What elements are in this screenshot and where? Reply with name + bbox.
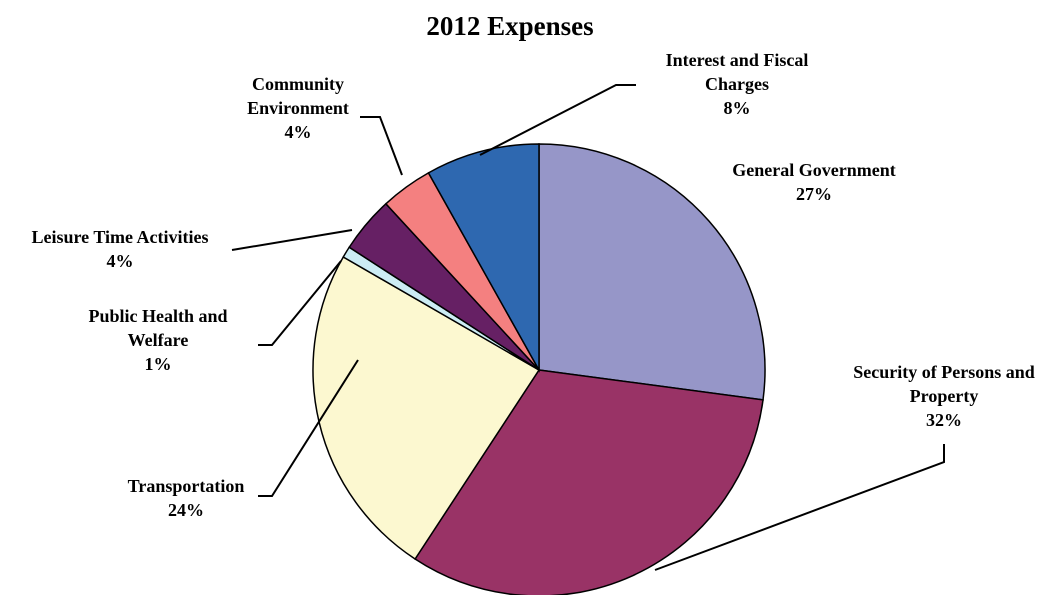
pie-slices bbox=[312, 143, 766, 595]
slice-label: Community Environment 4% bbox=[247, 74, 349, 142]
slice-name: Community bbox=[252, 74, 344, 94]
slice-name: General Government bbox=[732, 160, 895, 180]
slice-name: Leisure Time Activities bbox=[32, 227, 209, 247]
slice-percent: 32% bbox=[926, 410, 962, 430]
slice-name: Transportation bbox=[128, 476, 245, 496]
slice-label: Security of Persons and Property 32% bbox=[853, 362, 1035, 430]
slice-name: Public Health and bbox=[88, 306, 227, 326]
leader-line bbox=[258, 260, 342, 346]
slice-percent: 4% bbox=[107, 251, 134, 271]
leader-line bbox=[231, 229, 353, 251]
slice-label: General Government 27% bbox=[732, 160, 895, 204]
slice-name: Environment bbox=[247, 98, 349, 118]
leader-line bbox=[654, 444, 945, 571]
slice-percent: 4% bbox=[285, 122, 312, 142]
slice-name: Security of Persons and bbox=[853, 362, 1035, 382]
leader-line bbox=[479, 84, 636, 156]
slice-percent: 1% bbox=[145, 354, 172, 374]
slice-label: Leisure Time Activities 4% bbox=[32, 227, 209, 271]
pie-slice-security-of-persons-and-property bbox=[414, 369, 764, 595]
slice-percent: 8% bbox=[724, 98, 751, 118]
slice-label: Transportation 24% bbox=[128, 476, 245, 520]
pie-slice-interest-and-fiscal-charges bbox=[427, 143, 540, 373]
slice-name: Welfare bbox=[128, 330, 189, 350]
slice-label: Public Health and Welfare 1% bbox=[88, 306, 227, 374]
slice-label: Interest and Fiscal Charges 8% bbox=[666, 50, 809, 118]
pie-slice-general-government bbox=[538, 143, 766, 401]
chart-title: 2012 Expenses bbox=[426, 11, 593, 41]
slice-percent: 27% bbox=[796, 184, 832, 204]
slice-labels: General Government 27% Security of Persons… bbox=[32, 50, 1035, 520]
slice-name: Property bbox=[910, 386, 979, 406]
leader-lines bbox=[231, 84, 945, 571]
leader-line bbox=[360, 116, 403, 176]
slice-name: Charges bbox=[705, 74, 769, 94]
slice-percent: 24% bbox=[168, 500, 204, 520]
slice-name: Interest and Fiscal bbox=[666, 50, 809, 70]
leader-line bbox=[258, 359, 359, 497]
